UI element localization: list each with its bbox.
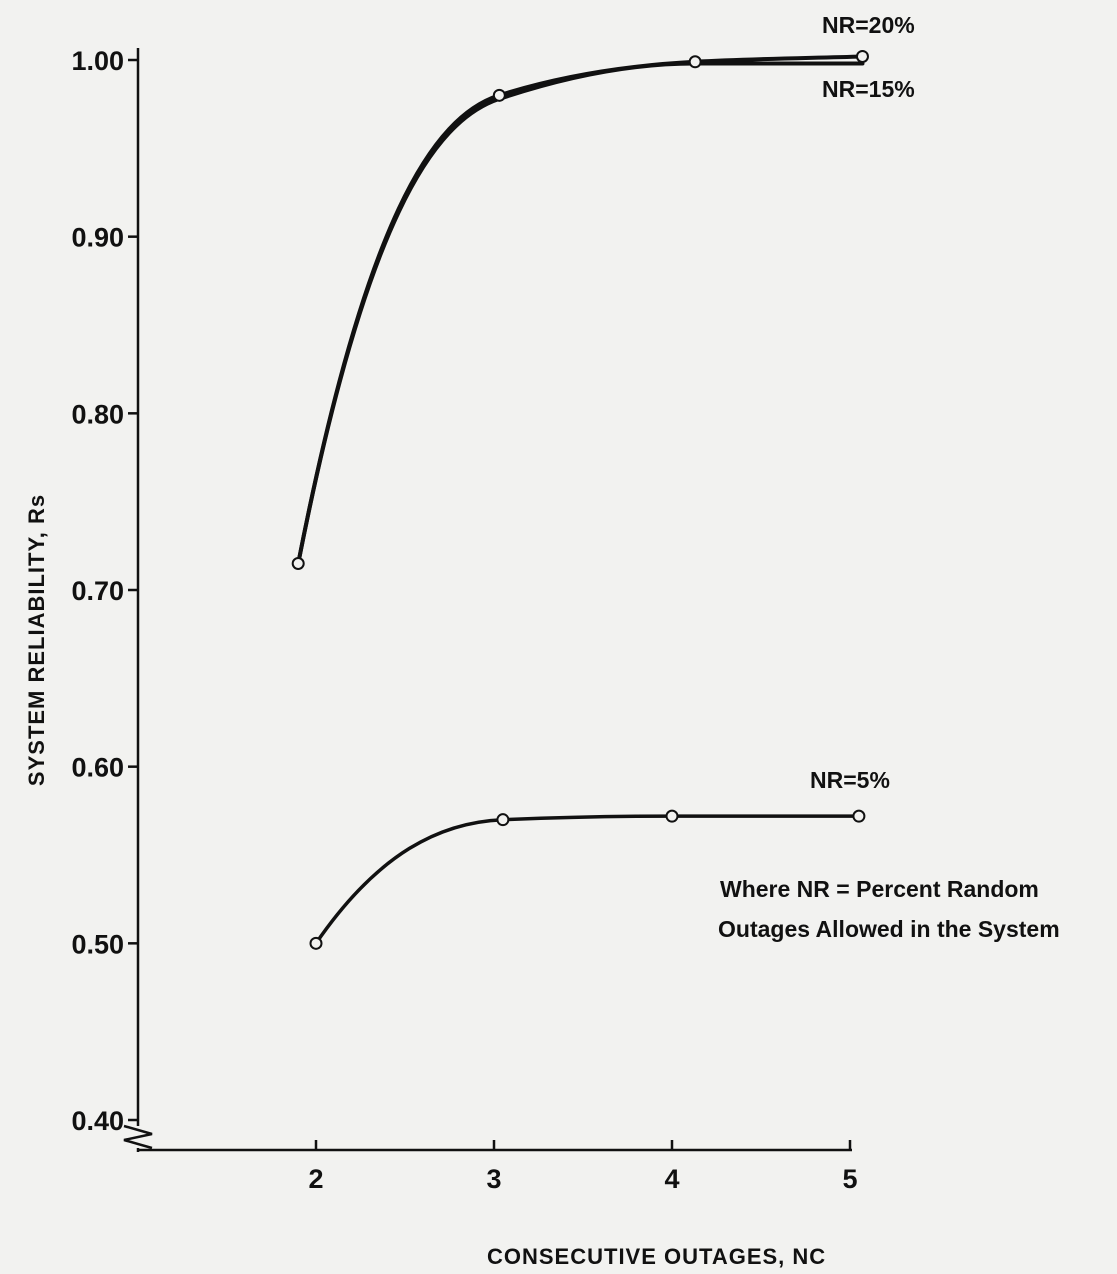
data-point — [492, 88, 506, 102]
axes — [123, 48, 852, 1152]
y-tick-label: 0.90 — [71, 223, 124, 253]
series-line — [314, 814, 861, 946]
series-line — [296, 61, 865, 566]
annotation-line-1: Where NR = Percent Random — [720, 876, 1039, 902]
y-tick-label: 0.60 — [71, 753, 124, 783]
series-line — [296, 54, 865, 566]
points-layer — [291, 49, 869, 950]
y-axis-break — [123, 1124, 153, 1150]
series-layer — [296, 54, 865, 946]
series-label-nr-20: NR=20% — [822, 12, 915, 38]
data-point — [496, 813, 510, 827]
y-axis-title: SYSTEM RELIABILITY, Rs — [24, 494, 49, 786]
x-tick-label: 3 — [486, 1164, 501, 1194]
y-tick-label: 0.70 — [71, 576, 124, 606]
annotation-line-2: Outages Allowed in the System — [718, 916, 1060, 942]
x-tick-label: 5 — [842, 1164, 857, 1194]
x-tick-label: 4 — [664, 1164, 679, 1194]
data-point — [291, 557, 305, 570]
y-tick-label: 0.80 — [71, 399, 124, 429]
series-labels: NR=20% NR=15% NR=5% — [810, 12, 915, 793]
tick-labels: 0.40 0.50 0.60 0.70 0.80 0.90 1.00 2 3 4 5 — [71, 46, 857, 1194]
data-point — [688, 55, 702, 69]
data-point — [309, 936, 323, 950]
series-label-nr-15: NR=15% — [822, 76, 915, 102]
x-tick-label: 2 — [308, 1164, 323, 1194]
data-point — [665, 809, 679, 823]
data-point — [855, 49, 869, 63]
data-point — [852, 809, 866, 823]
annotation: Where NR = Percent Random Outages Allowe… — [718, 876, 1060, 942]
y-tick-label: 0.40 — [71, 1106, 124, 1136]
y-tick-label: 1.00 — [71, 46, 124, 76]
series-label-nr-5: NR=5% — [810, 767, 890, 793]
x-axis-title: CONSECUTIVE OUTAGES, NC — [487, 1244, 826, 1269]
y-tick-label: 0.50 — [71, 929, 124, 959]
